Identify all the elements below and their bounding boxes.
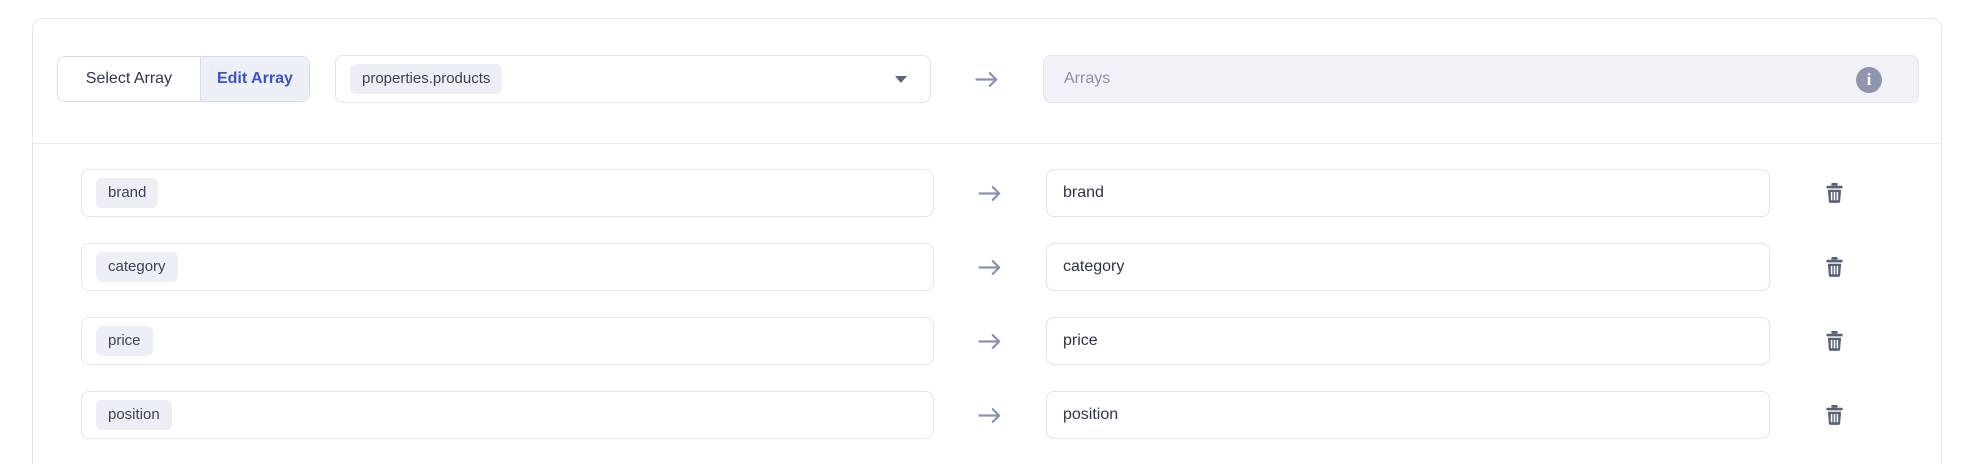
array-mode-toggle: Select Array Edit Array xyxy=(57,56,310,102)
select-array-button[interactable]: Select Array xyxy=(58,57,200,101)
mapping-row-category: category xyxy=(81,243,1941,291)
info-icon[interactable]: i xyxy=(1856,67,1882,93)
target-name-input[interactable] xyxy=(1046,243,1770,291)
delete-row-button[interactable] xyxy=(1820,401,1848,429)
trash-icon xyxy=(1825,331,1843,351)
selected-array-chip: properties.products xyxy=(350,64,503,94)
source-property-chip: position xyxy=(96,400,172,430)
row-arrow-zone xyxy=(934,169,1046,217)
arrow-right-icon xyxy=(978,333,1001,349)
row-arrow-zone xyxy=(934,317,1046,365)
caret-down-icon xyxy=(895,76,907,83)
source-property-input[interactable]: position xyxy=(81,391,934,439)
edit-array-button[interactable]: Edit Array xyxy=(199,57,309,101)
source-property-input[interactable]: brand xyxy=(81,169,934,217)
trash-icon xyxy=(1825,183,1843,203)
delete-row-button[interactable] xyxy=(1820,253,1848,281)
arrow-right-icon xyxy=(978,185,1001,201)
mapping-row-price: price xyxy=(81,317,1941,365)
array-path-dropdown[interactable]: properties.products xyxy=(335,55,931,103)
source-property-chip: category xyxy=(96,252,178,282)
header-arrow-zone xyxy=(931,55,1043,103)
mapping-row-brand: brand xyxy=(81,169,1941,217)
target-name-input[interactable] xyxy=(1046,391,1770,439)
target-name-input[interactable] xyxy=(1046,317,1770,365)
delete-row-button[interactable] xyxy=(1820,327,1848,355)
arrow-right-icon xyxy=(978,259,1001,275)
mapping-row-position: position xyxy=(81,391,1941,439)
arrays-target-field: i xyxy=(1043,55,1919,103)
row-arrow-zone xyxy=(934,391,1046,439)
target-name-input[interactable] xyxy=(1046,169,1770,217)
delete-row-button[interactable] xyxy=(1820,179,1848,207)
arrow-right-icon xyxy=(975,71,998,87)
source-property-chip: price xyxy=(96,326,153,356)
source-property-input[interactable]: price xyxy=(81,317,934,365)
arrow-right-icon xyxy=(978,407,1001,423)
mapping-rows: brand xyxy=(33,169,1941,464)
source-property-chip: brand xyxy=(96,178,159,208)
arrays-target-input xyxy=(1044,56,1918,102)
source-property-input[interactable]: category xyxy=(81,243,934,291)
row-arrow-zone xyxy=(934,243,1046,291)
mapping-card: Select Array Edit Array properties.produ… xyxy=(32,18,1942,464)
mapping-card-header: Select Array Edit Array properties.produ… xyxy=(33,19,1941,144)
trash-icon xyxy=(1825,405,1843,425)
trash-icon xyxy=(1825,257,1843,277)
